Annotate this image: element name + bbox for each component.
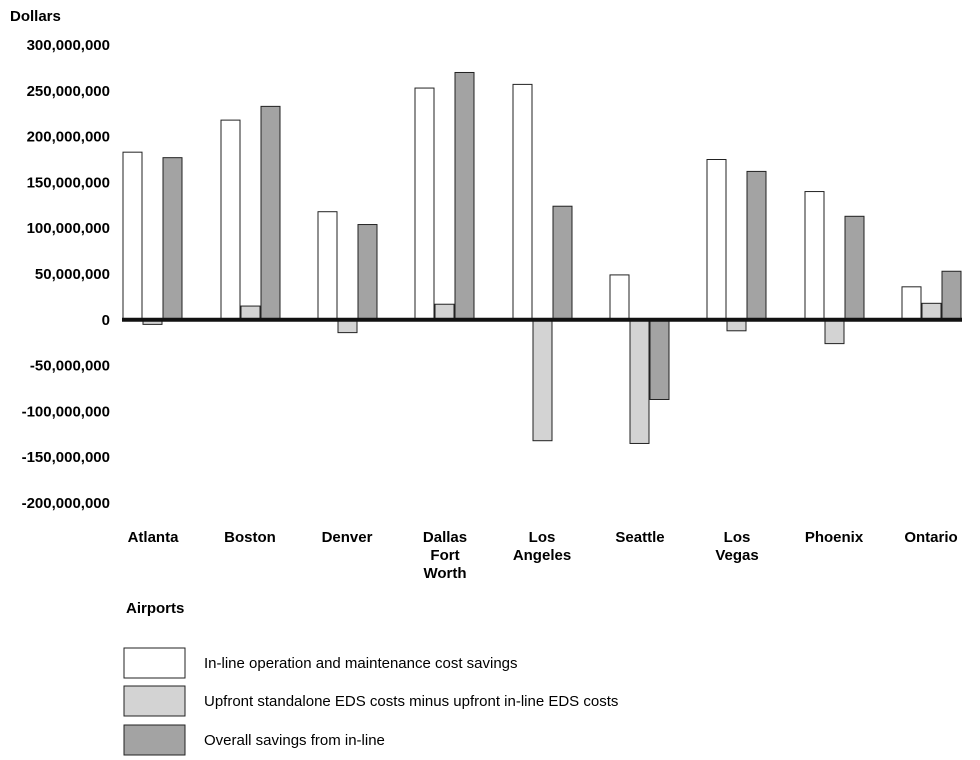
x-category-label: Phoenix bbox=[805, 529, 864, 546]
legend-label: Upfront standalone EDS costs minus upfro… bbox=[204, 693, 618, 710]
y-tick-label: 50,000,000 bbox=[35, 266, 110, 283]
bars bbox=[122, 71, 962, 444]
y-tick-label: 0 bbox=[102, 312, 110, 329]
y-axis-ticks: 300,000,000 250,000,000 200,000,000 150,000… bbox=[22, 37, 110, 512]
y-tick-label: 200,000,000 bbox=[27, 129, 110, 146]
x-category-label: Boston bbox=[224, 529, 276, 546]
legend-swatch bbox=[123, 724, 186, 756]
legend-label: In-line operation and maintenance cost s… bbox=[204, 655, 518, 672]
bar-series-2 bbox=[532, 319, 553, 442]
x-category-label: Dallas Fort Worth bbox=[423, 529, 467, 582]
bar-series-3 bbox=[162, 157, 183, 321]
bar-series-3 bbox=[844, 215, 865, 321]
bar-series-1 bbox=[414, 87, 435, 321]
bar-series-3 bbox=[357, 224, 378, 321]
bar-series-2 bbox=[434, 303, 455, 321]
y-tick-label: -150,000,000 bbox=[22, 449, 110, 466]
x-category-label: Ontario bbox=[904, 529, 957, 546]
x-category-label: Denver bbox=[322, 529, 373, 546]
bar-series-1 bbox=[804, 191, 825, 321]
bar-series-3 bbox=[552, 205, 573, 321]
bar-series-1 bbox=[122, 151, 143, 321]
bar-series-2 bbox=[240, 305, 261, 321]
y-tick-label: -200,000,000 bbox=[22, 495, 110, 512]
legend: In-line operation and maintenance cost s… bbox=[123, 647, 618, 756]
bar-series-3 bbox=[941, 270, 962, 321]
x-category-label: Atlanta bbox=[128, 529, 179, 546]
bar-series-1 bbox=[901, 286, 922, 321]
legend-label: Overall savings from in-line bbox=[204, 732, 385, 749]
x-axis-title: Airports bbox=[126, 600, 184, 617]
y-tick-label: 100,000,000 bbox=[27, 220, 110, 237]
legend-swatch bbox=[123, 647, 186, 679]
bar-series-1 bbox=[706, 159, 727, 321]
bar-series-1 bbox=[220, 119, 241, 321]
bar-series-3 bbox=[746, 170, 767, 321]
bar-series-2 bbox=[921, 302, 942, 321]
y-axis-title: Dollars bbox=[10, 8, 61, 25]
bar-series-3 bbox=[454, 71, 475, 321]
y-tick-label: 250,000,000 bbox=[27, 83, 110, 100]
bar-series-3 bbox=[260, 105, 281, 321]
bar-series-1 bbox=[512, 83, 533, 321]
x-category-label: Los Angeles bbox=[513, 529, 571, 564]
bar-series-1 bbox=[609, 274, 630, 321]
y-tick-label: -100,000,000 bbox=[22, 403, 110, 420]
x-category-label: Seattle bbox=[615, 529, 664, 546]
x-category-label: Los Vegas bbox=[715, 529, 758, 564]
legend-swatch bbox=[123, 685, 186, 717]
y-tick-label: -50,000,000 bbox=[30, 358, 110, 375]
bar-series-1 bbox=[317, 211, 338, 321]
y-tick-label: 150,000,000 bbox=[27, 174, 110, 191]
y-tick-label: 300,000,000 bbox=[27, 37, 110, 54]
x-axis-categories: Atlanta Boston Denver Dallas Fort Worth Los Ang… bbox=[128, 529, 958, 582]
bar-series-2 bbox=[629, 319, 650, 444]
bar-series-2 bbox=[824, 319, 845, 345]
bar-series-3 bbox=[649, 319, 670, 400]
